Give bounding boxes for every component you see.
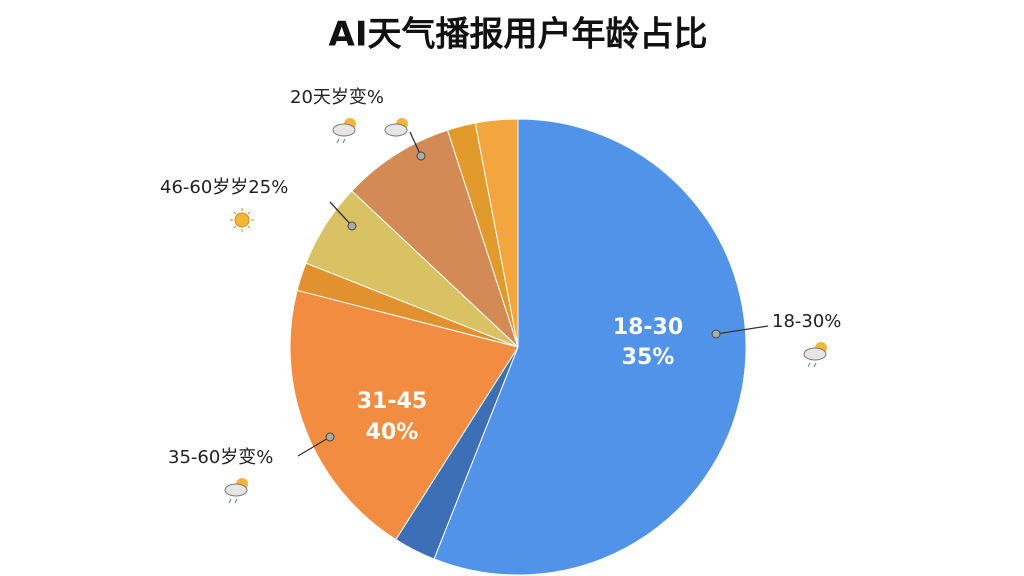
cloud-sun-icon	[332, 118, 356, 144]
cloud-sun-icon	[803, 342, 827, 368]
slice-label: 31-45	[357, 389, 427, 414]
cloud-sun-icon	[384, 118, 408, 137]
cloud-sun-icon	[224, 478, 248, 504]
chart-title: AI天气播报用户年龄占比	[329, 15, 708, 55]
pie-slice	[433, 118, 747, 576]
outside-label: 35-60岁变%	[168, 447, 273, 468]
outside-label: 46-60岁岁25%	[160, 177, 288, 198]
leader-dot	[416, 151, 426, 161]
pie	[289, 118, 747, 576]
annotations: 18-30 35% 31-45 40% 18-30% 35-60岁变% 46-6…	[160, 87, 841, 468]
leader-dot	[325, 432, 335, 442]
slice-label: 35%	[622, 345, 675, 370]
leader-dot	[711, 329, 721, 339]
slice-label: 40%	[366, 420, 419, 445]
pie-slice	[474, 118, 519, 348]
pie-slice	[351, 129, 519, 348]
weather-icons	[224, 118, 827, 504]
outside-label: 20天岁变%	[290, 87, 384, 108]
sun-icon	[230, 208, 254, 232]
leader-dot	[347, 221, 357, 231]
leader-line	[297, 436, 331, 457]
slice-label: 18-30	[613, 315, 683, 340]
outside-label: 18-30%	[772, 311, 841, 332]
leader-line	[329, 201, 353, 227]
pie-slice	[289, 289, 519, 541]
leader-line	[715, 325, 769, 335]
